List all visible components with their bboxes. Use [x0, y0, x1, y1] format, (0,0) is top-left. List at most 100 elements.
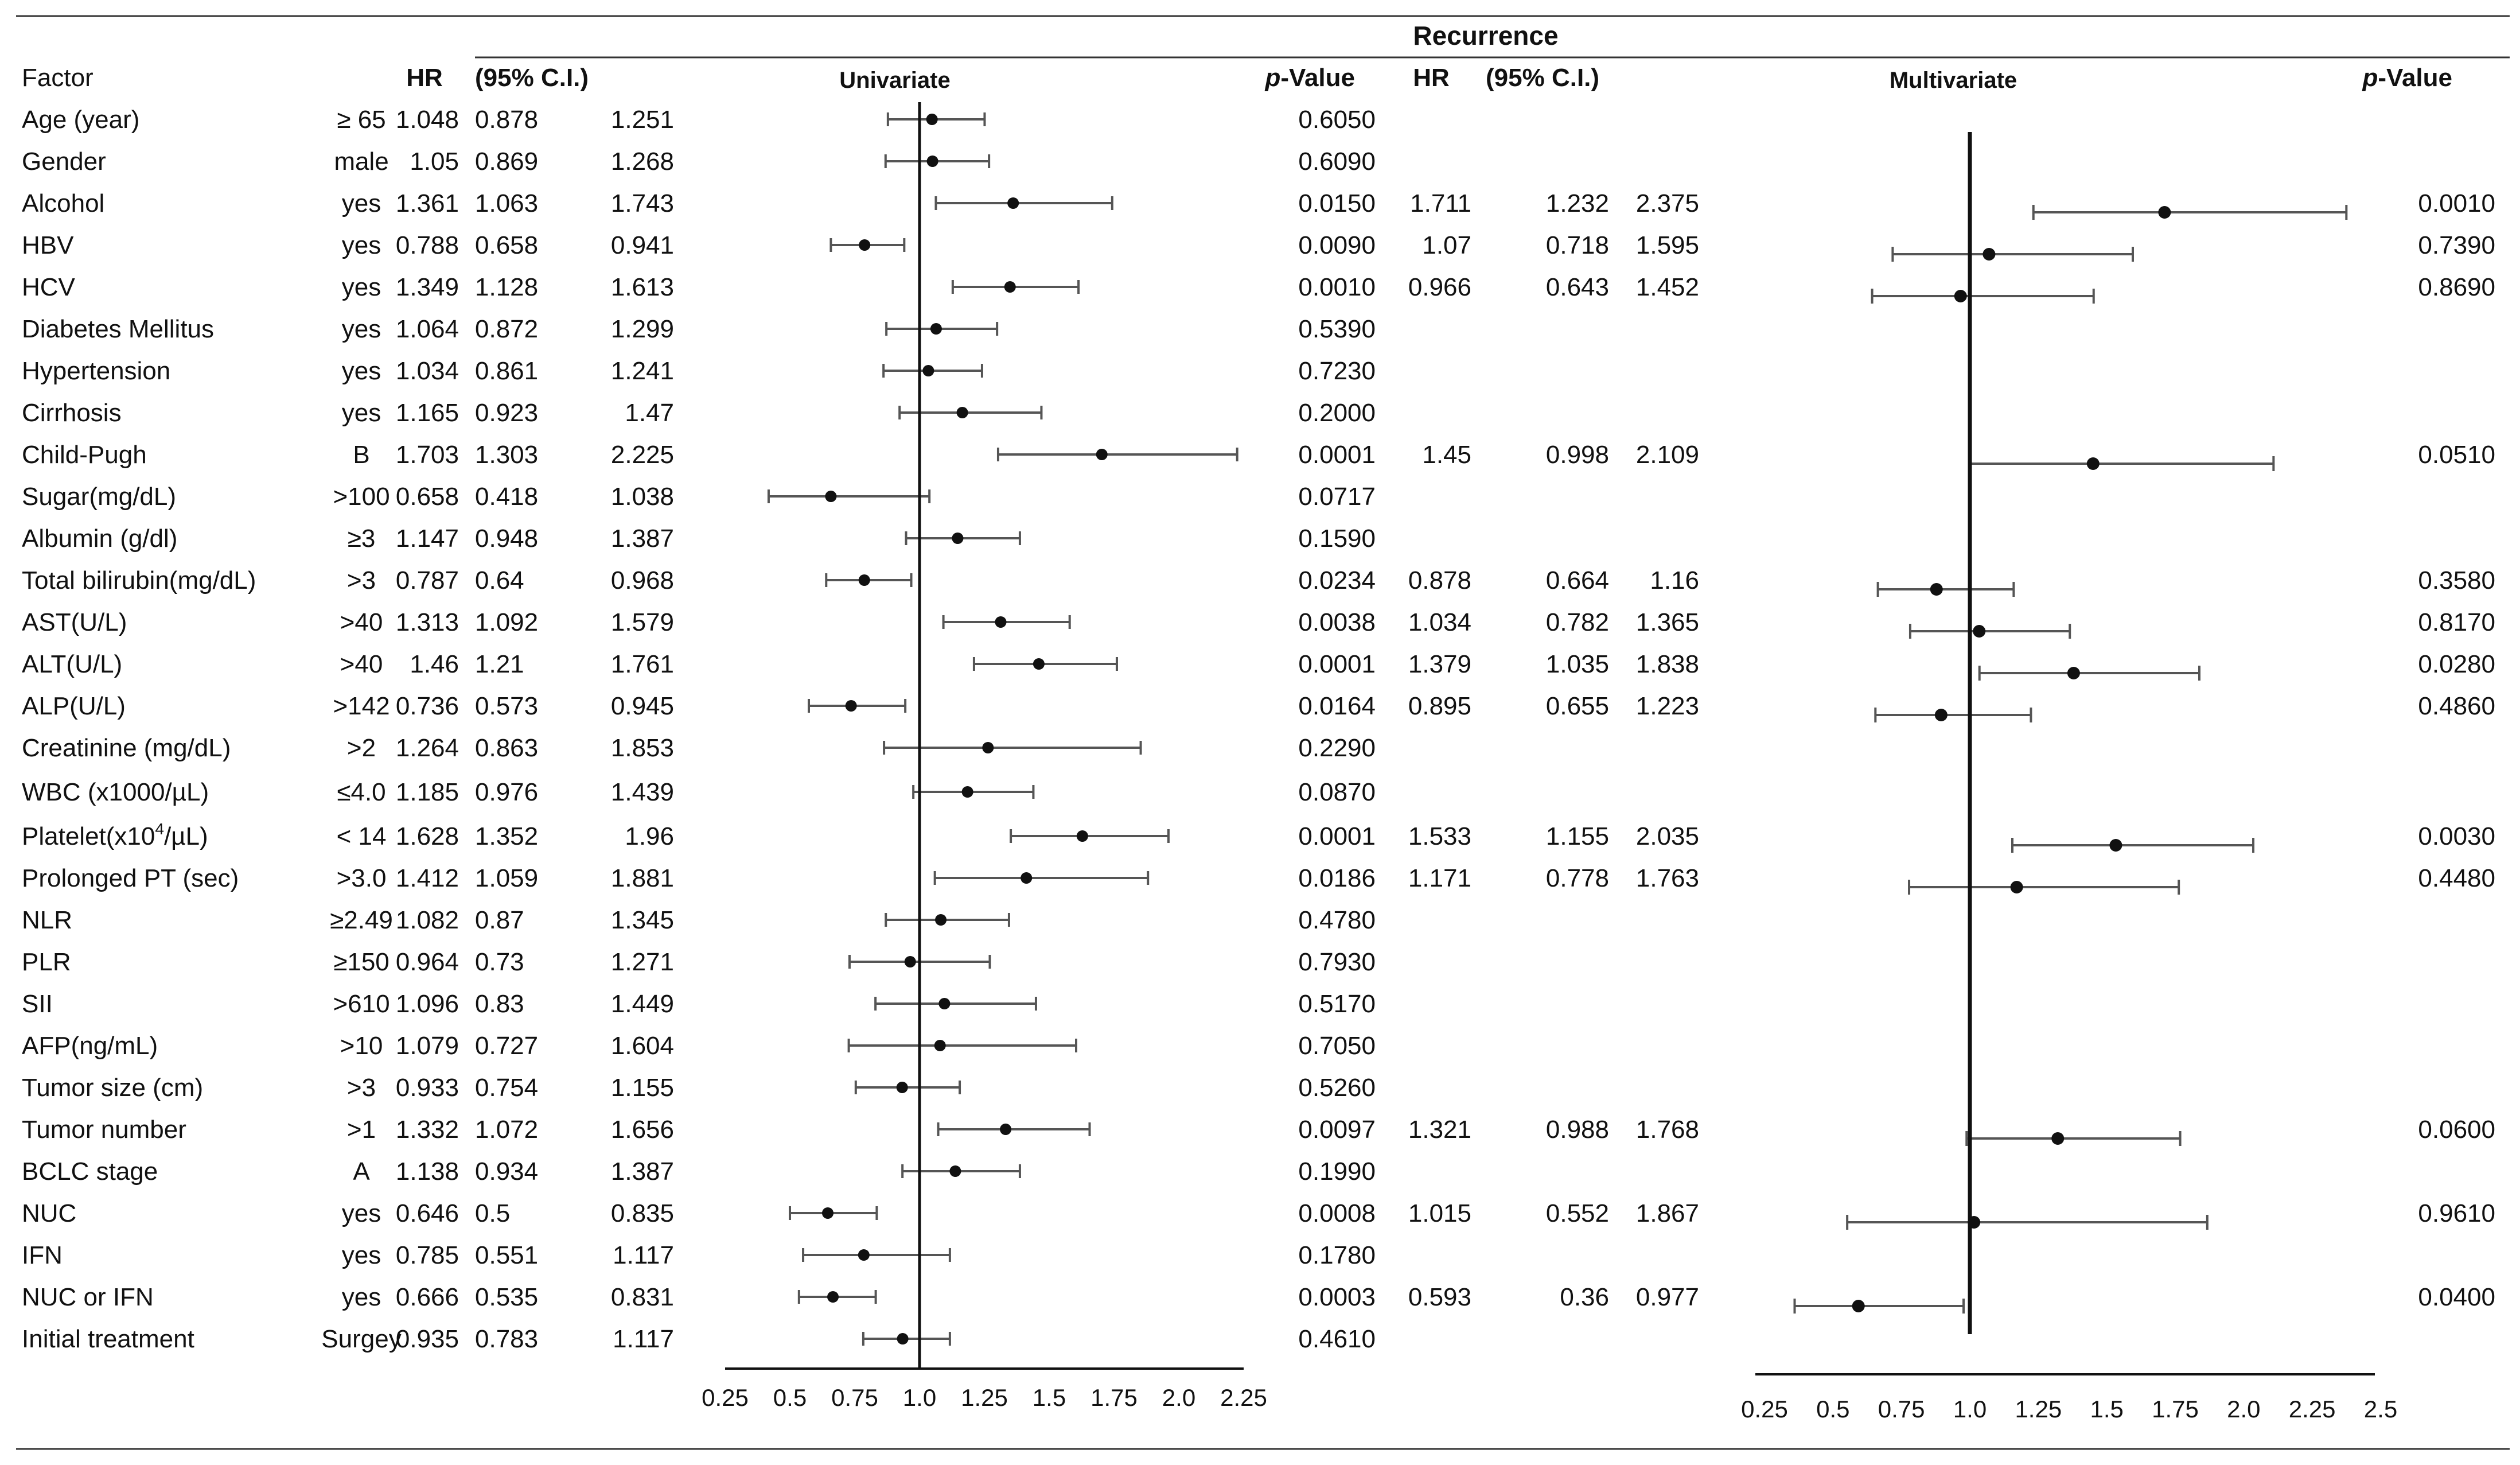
- ci-high-multi-value: 1.763: [1636, 864, 1699, 892]
- hr-value: 0.666: [396, 1283, 459, 1311]
- p-value: 0.0186: [1298, 864, 1376, 892]
- p-value: 0.7050: [1298, 1032, 1376, 1060]
- p-value: 0.6050: [1298, 106, 1376, 134]
- ci-high-value: 1.613: [611, 273, 674, 301]
- table-row: Tumor number >1 1.332 1.072 1.656 0.0097 1.321…: [22, 1116, 2495, 1144]
- ci-high-value: 1.299: [611, 315, 674, 343]
- hr-value: 1.332: [396, 1116, 459, 1144]
- level-label: yes: [342, 1199, 381, 1227]
- univariate-marker: [898, 406, 1043, 419]
- level-label: yes: [342, 189, 381, 217]
- header-p-value: p-Value: [1264, 64, 1355, 92]
- factor-label: Platelet(x104/µL): [22, 820, 208, 850]
- multivariate-tick-label: 0.5: [1816, 1396, 1849, 1423]
- univariate-tick-label: 0.5: [773, 1384, 807, 1411]
- p-value: 0.7230: [1298, 357, 1376, 385]
- ci-low-value: 0.948: [475, 524, 538, 553]
- ci-high-multi-value: 1.365: [1636, 608, 1699, 636]
- multivariate-tick-label: 0.75: [1878, 1396, 1925, 1423]
- table-rows: Age (year) ≥ 65 1.048 0.878 1.251 0.6050 Gende…: [22, 106, 2495, 1353]
- p-value: 0.0097: [1298, 1116, 1376, 1144]
- ci-high-multi-value: 1.867: [1636, 1199, 1699, 1227]
- hr-point: [858, 574, 870, 586]
- multivariate-marker: [1874, 708, 2032, 722]
- ci-low-value: 0.535: [475, 1283, 538, 1311]
- table-row: Creatinine (mg/dL) >2 1.264 0.863 1.853 0.229…: [22, 734, 1376, 762]
- univariate-marker: [862, 1332, 951, 1346]
- hr-multi-value: 1.034: [1408, 608, 1471, 636]
- univariate-marker: [996, 448, 1238, 461]
- p-value: 0.4780: [1298, 906, 1376, 934]
- factor-label: Prolonged PT (sec): [22, 864, 239, 892]
- ci-low-value: 1.059: [475, 864, 538, 892]
- hr-value: 1.46: [410, 650, 459, 678]
- ci-low-value: 1.072: [475, 1116, 538, 1144]
- header-factor: Factor: [22, 64, 94, 92]
- p-multi-value: 0.0600: [2418, 1116, 2495, 1144]
- p-value: 0.0234: [1298, 566, 1376, 594]
- ci-low-value: 0.976: [475, 778, 538, 806]
- hr-value: 1.082: [396, 906, 459, 934]
- ci-high-multi-value: 2.375: [1636, 189, 1699, 217]
- ci-low-multi-value: 0.998: [1546, 441, 1609, 469]
- hr-point: [938, 998, 951, 1009]
- hr-point: [956, 407, 968, 418]
- table-row: HBV yes 0.788 0.658 0.941 0.0090 1.07 0.718 1.59…: [22, 231, 2495, 259]
- univariate-tick-label: 0.75: [831, 1384, 878, 1411]
- ci-high-multi-value: 2.109: [1636, 441, 1699, 469]
- univariate-marker: [951, 280, 1080, 294]
- hr-point: [926, 114, 938, 125]
- table-row: Child-Pugh B 1.703 1.303 2.225 0.0001 1.45 0.99…: [22, 441, 2495, 469]
- table-row: NUC yes 0.646 0.5 0.835 0.0008 1.015 0.552 1.867…: [22, 1199, 2495, 1227]
- header-p-value-multi: p-Value: [2362, 64, 2452, 92]
- hr-point: [949, 1165, 961, 1177]
- table-row: Hypertension yes 1.034 0.861 1.241 0.7230: [22, 357, 1376, 385]
- ci-high-value: 0.968: [611, 566, 674, 594]
- hr-point: [825, 491, 837, 502]
- hr-point: [1096, 449, 1108, 460]
- factor-label: AST(U/L): [22, 608, 127, 636]
- hr-value: 0.785: [396, 1241, 459, 1269]
- hr-value: 1.079: [396, 1032, 459, 1060]
- p-value: 0.0090: [1298, 231, 1376, 259]
- header-ci: (95% C.I.): [475, 64, 589, 92]
- ci-high-value: 1.853: [611, 734, 674, 762]
- table-row: Prolonged PT (sec) >3.0 1.412 1.059 1.881 0.0…: [22, 864, 2495, 892]
- ci-high-value: 1.439: [611, 778, 674, 806]
- univariate-marker: [901, 1164, 1021, 1178]
- ci-low-multi-value: 0.643: [1546, 273, 1609, 301]
- univariate-marker: [825, 573, 913, 587]
- univariate-marker: [1010, 829, 1170, 843]
- ci-low-value: 0.934: [475, 1157, 538, 1186]
- p-multi-value: 0.4860: [2418, 692, 2495, 720]
- level-label: >610: [333, 990, 390, 1018]
- ci-low-value: 0.754: [475, 1074, 538, 1102]
- hr-multi-value: 1.711: [1410, 189, 1471, 217]
- table-row: BCLC stage A 1.138 0.934 1.387 0.1990: [22, 1157, 1376, 1186]
- hr-value: 1.034: [396, 357, 459, 385]
- factor-label: Age (year): [22, 106, 139, 134]
- header-hr-multi: HR: [1413, 64, 1450, 92]
- table-row: Total bilirubin(mg/dL) >3 0.787 0.64 0.968 0.…: [22, 566, 2495, 594]
- ci-low-value: 0.783: [475, 1325, 538, 1353]
- ci-low-value: 0.83: [475, 990, 524, 1018]
- ci-high-multi-value: 1.838: [1636, 650, 1699, 678]
- ci-low-multi-value: 0.655: [1546, 692, 1609, 720]
- ci-low-value: 1.063: [475, 189, 538, 217]
- univariate-marker: [883, 741, 1142, 755]
- ci-high-multi-value: 1.16: [1650, 566, 1699, 594]
- hr-point: [2051, 1132, 2065, 1145]
- hr-point: [2086, 457, 2100, 470]
- p-value: 0.0164: [1298, 692, 1376, 720]
- level-label: yes: [342, 1283, 381, 1311]
- hr-multi-value: 0.593: [1408, 1283, 1471, 1311]
- univariate-marker: [886, 112, 986, 126]
- p-multi-value: 0.4480: [2418, 864, 2495, 892]
- p-multi-value: 0.0400: [2418, 1283, 2495, 1311]
- univariate-marker: [767, 489, 931, 503]
- level-label: ≥3: [348, 524, 376, 553]
- univariate-marker: [934, 196, 1113, 210]
- p-multi-value: 0.7390: [2418, 231, 2495, 259]
- hr-value: 0.787: [396, 566, 459, 594]
